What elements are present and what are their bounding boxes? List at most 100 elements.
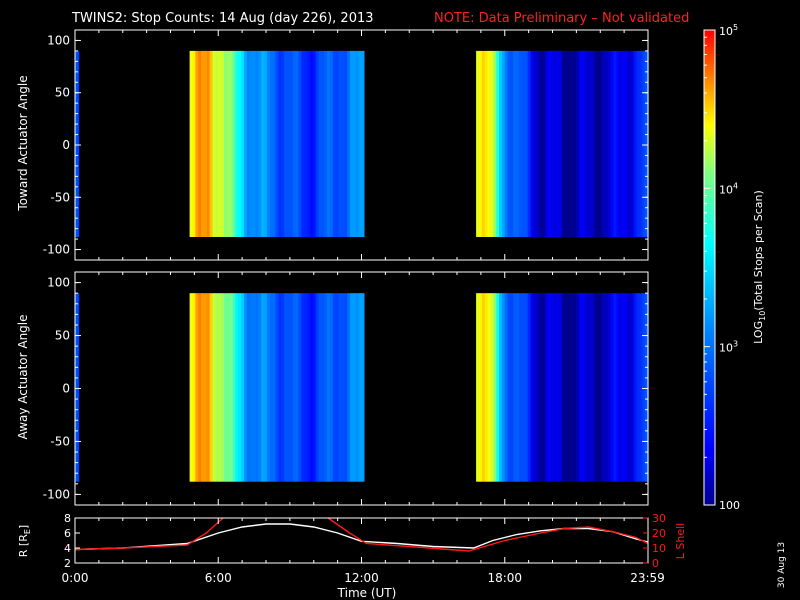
x-tick-label: 0:00 [62,571,89,585]
colorbar-tick-label: 104 [719,181,738,196]
heatmap-column [476,50,480,237]
heatmap-column [215,50,219,237]
heatmap-column [235,50,239,237]
heatmap-column [607,293,612,482]
heatmap-column [298,50,302,237]
heatmap-column [329,293,334,482]
heatmap-column [584,50,589,237]
heatmap-column [192,50,196,237]
heatmap-column [639,50,643,237]
heatmap-column [229,50,234,237]
heatmap-column [201,50,205,237]
heatmap-column [215,293,219,482]
heatmap-column [347,293,351,482]
colorbar-tick-label: 105 [719,23,738,38]
heatmap-column [209,50,214,237]
heatmap-column [496,50,500,237]
heatmap-column [226,50,231,237]
heatmap-column [221,50,225,237]
heatmap-column [252,50,257,237]
heatmap-column [504,50,509,237]
heatmap-column [341,293,345,482]
heatmap-column [189,293,194,482]
heatmap-column [278,50,282,237]
heatmap-column [292,293,297,482]
l-shell-line [74,517,649,552]
colorbar-tick-label: 103 [719,340,738,355]
heatmap-column [539,50,543,237]
heatmap-column [527,293,532,482]
heatmap-column [281,293,285,482]
y-tick-label: 0 [62,138,70,152]
heatmap-column [269,293,274,482]
colorbar-tick-base: 10 [719,25,733,38]
heatmap-column [255,50,259,237]
heatmap-column [223,293,228,482]
heatmap-column [232,50,237,237]
heatmap-column [246,50,251,237]
heatmap-column [358,293,363,482]
heatmap-column [315,50,320,237]
heatmap-column [593,293,598,482]
left-y-tick-label: 8 [64,512,71,525]
heatmap-column [244,293,248,482]
heatmap-column [287,50,291,237]
heatmap-column [645,50,649,237]
heatmap-column [304,293,308,482]
heatmap-column [484,50,489,237]
heatmap-column [519,293,523,482]
x-tick-label: 23:59 [630,571,665,585]
heatmap-column [307,293,311,482]
heatmap-column [484,293,489,482]
heatmap-column [287,293,291,482]
heatmap-column [264,50,268,237]
heatmap-column [352,293,357,482]
heatmap-column [312,50,317,237]
heatmap-column [573,50,577,237]
heatmap-column [536,50,540,237]
heatmap-column [576,293,580,482]
orbit-left-ylabel-sub: E [23,529,32,534]
heatmap-column [633,293,638,482]
heatmap-column [223,50,228,237]
heatmap-column [504,293,509,482]
heatmap-column [610,293,615,482]
heatmap-column [553,50,557,237]
heatmap-column [338,50,343,237]
heatmap-column [289,50,294,237]
heatmap-column [636,50,641,237]
heatmap-column [579,293,583,482]
heatmap-column [542,293,546,482]
heatmap-column [327,50,331,237]
heatmap-column [481,293,486,482]
heatmap-column [627,50,632,237]
heatmap-column [478,50,483,237]
heatmap-column [192,293,196,482]
heatmap-column [249,293,254,482]
heatmap-column [77,50,80,237]
heatmap-column [630,50,635,237]
heatmap-column [576,50,580,237]
heatmap-column [602,293,606,482]
heatmap-column [249,50,254,237]
heatmap-column [75,293,79,482]
heatmap-column [278,293,282,482]
colorbar-tick-base: 100 [719,499,740,512]
y-tick-label: -50 [50,434,70,448]
heatmap-column [318,50,322,237]
heatmap-column [616,293,620,482]
right-y-tick-label: 30 [652,512,666,525]
heatmap-column [324,293,328,482]
heatmap-column [633,50,638,237]
orbit-left-ylabel-tail: ] [17,525,30,529]
heatmap-column [513,50,517,237]
heatmap-column [258,50,262,237]
heatmap-column [590,50,595,237]
heatmap-column [209,293,214,482]
colorbar-tick-base: 10 [719,183,733,196]
heatmap-column [238,50,242,237]
heatmap-column [599,293,603,482]
heatmap-column [542,50,546,237]
heatmap-column [284,50,288,237]
